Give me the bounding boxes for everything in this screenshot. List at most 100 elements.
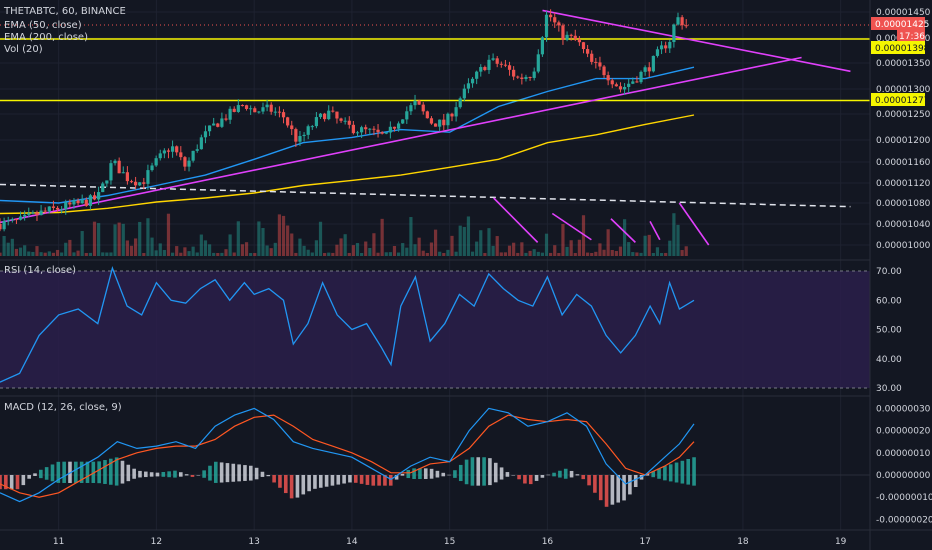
candle-body — [327, 110, 331, 120]
candle-body — [170, 146, 175, 152]
candle-body — [129, 181, 134, 183]
volume-bar — [372, 233, 376, 256]
candle-body — [298, 136, 302, 142]
candle-body — [450, 113, 454, 117]
candle-body — [64, 202, 68, 210]
candle-body — [343, 120, 347, 122]
candle-body — [31, 212, 35, 214]
candle-body — [405, 111, 409, 120]
candle-body — [146, 170, 150, 184]
macd-histogram-bar — [0, 475, 2, 490]
macd-histogram-bar — [225, 463, 230, 483]
candle-body — [203, 131, 208, 138]
candle-body — [388, 126, 392, 133]
macd-histogram-bar — [581, 475, 586, 480]
candle-body — [294, 129, 298, 142]
price-tick-label: 0.00001250 — [876, 110, 931, 120]
candle-body — [261, 107, 265, 112]
candle-body — [520, 77, 524, 79]
countdown-badge — [897, 30, 925, 41]
macd-histogram-bar — [155, 472, 160, 477]
macd-legend[interactable]: MACD (12, 26, close, 9) — [4, 402, 122, 413]
volume-bar — [466, 216, 471, 256]
candle-body — [113, 160, 117, 164]
volume-bar — [405, 247, 409, 256]
volume-bar — [6, 242, 10, 256]
macd-histogram-bar — [167, 471, 171, 478]
macd-histogram-bar — [394, 475, 399, 480]
volume-bar — [487, 228, 491, 256]
volume-bar — [454, 251, 458, 256]
candle-body — [191, 150, 195, 161]
candle-body — [183, 157, 187, 167]
candle-body — [269, 104, 273, 112]
volume-bar — [277, 214, 282, 256]
volume-legend[interactable]: Vol (20) — [4, 44, 43, 55]
volume-bar — [429, 242, 434, 256]
volume-bar — [347, 252, 351, 256]
volume-bar — [47, 251, 51, 256]
volume-bar — [31, 251, 35, 256]
candle-body — [364, 127, 368, 130]
candle-body — [553, 17, 557, 23]
volume-bar — [318, 221, 323, 256]
candle-body — [290, 125, 294, 130]
volume-bar — [425, 252, 429, 256]
macd-histogram-bar — [464, 459, 469, 485]
macd-histogram-bar — [546, 474, 551, 476]
candle-body — [35, 212, 39, 216]
candle-body — [458, 98, 462, 108]
rsi-tick-label: 40.00 — [876, 355, 902, 365]
candle-body — [51, 206, 56, 208]
macd-histogram-bar — [318, 475, 323, 488]
macd-histogram-bar — [412, 468, 416, 479]
symbol-legend[interactable]: THETABTC, 60, BINANCE — [3, 6, 126, 17]
hline-low-label: 0.00001277 — [875, 96, 929, 106]
candle-body — [466, 83, 471, 89]
volume-bar — [27, 251, 31, 256]
macd-histogram-bar — [103, 460, 107, 484]
macd-histogram-bar — [62, 461, 66, 483]
time-axis[interactable]: 11 12 13 14 15 16 17 18 19 — [53, 537, 847, 547]
volume-bar — [220, 252, 224, 256]
candle-body — [618, 86, 623, 90]
ema50-legend[interactable]: EMA (50, close) — [4, 20, 82, 31]
candle-body — [627, 83, 631, 87]
volume-bar — [392, 245, 397, 256]
candle-body — [643, 67, 647, 72]
candle-body — [664, 45, 668, 49]
candle-body — [528, 76, 532, 78]
macd-histogram-bar — [202, 470, 206, 478]
candle-body — [429, 118, 434, 124]
ema200-legend[interactable]: EMA (200, close) — [4, 32, 88, 43]
candle-body — [347, 120, 351, 125]
volume-bar — [438, 251, 442, 256]
candle-body — [306, 126, 310, 135]
candle-body — [569, 34, 573, 36]
volume-bar — [142, 252, 146, 256]
volume-bar — [631, 252, 635, 256]
macd-histogram-bar — [371, 475, 376, 486]
volume-bar — [536, 251, 540, 256]
candle-body — [68, 202, 72, 205]
volume-bar — [212, 252, 216, 256]
macd-histogram-bar — [400, 473, 405, 476]
volume-bar — [388, 252, 392, 256]
volume-bar — [51, 252, 56, 256]
candle-body — [240, 105, 245, 107]
volume-bar — [158, 243, 162, 256]
macd-histogram-bar — [353, 475, 358, 483]
macd-histogram-bar — [97, 461, 101, 484]
macd-histogram-bar — [383, 475, 387, 486]
macd-histogram-bar — [447, 474, 451, 476]
candle-body — [39, 210, 43, 216]
rsi-tick-label: 50.00 — [876, 326, 902, 336]
macd-histogram-bar — [278, 475, 282, 488]
candle-body — [536, 54, 540, 72]
candle-body — [413, 100, 417, 106]
candle-body — [331, 110, 335, 112]
macd-group — [0, 407, 870, 507]
candle-body — [10, 219, 14, 221]
rsi-legend[interactable]: RSI (14, close) — [4, 265, 76, 276]
